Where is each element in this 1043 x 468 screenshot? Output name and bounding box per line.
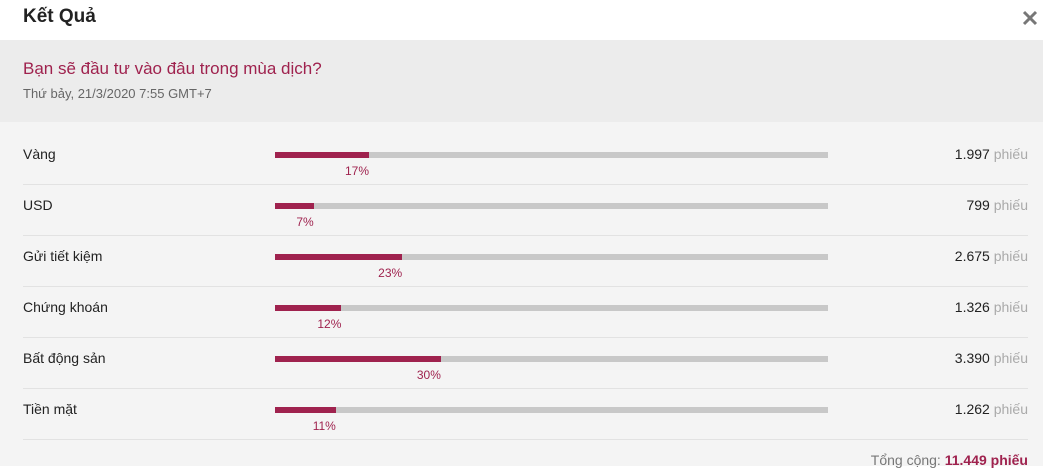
percent-label: 12% <box>317 317 342 331</box>
percent-label: 11% <box>312 419 336 433</box>
vote-count: 799 phiếu <box>966 197 1028 213</box>
row-separator <box>23 235 1028 236</box>
question-title: Bạn sẽ đầu tư vào đâu trong mùa dịch? <box>23 59 322 78</box>
vote-count: 1.997 phiếu <box>955 146 1028 162</box>
votes-unit: phiếu <box>993 401 1028 417</box>
row-separator <box>23 184 1028 185</box>
percent-label: 17% <box>344 164 370 178</box>
votes-unit: phiếu <box>993 146 1028 162</box>
option-label: Chứng khoán <box>23 299 108 315</box>
row-separator <box>23 286 1028 287</box>
bar-track <box>275 356 828 362</box>
votes-unit: phiếu <box>993 299 1028 315</box>
bar-track <box>275 254 828 260</box>
votes-value: 1.262 <box>954 401 990 417</box>
percent-label: 23% <box>378 266 403 280</box>
row-separator <box>23 337 1028 338</box>
close-button[interactable] <box>1022 10 1038 26</box>
votes-value: 3.390 <box>954 350 990 366</box>
bar-fill <box>275 407 336 413</box>
total-value: 11.449 phiếu <box>944 452 1028 468</box>
votes-unit: phiếu <box>993 197 1028 213</box>
bar-track <box>275 203 828 209</box>
votes-value: 1.326 <box>954 299 990 315</box>
total: Tổng cộng: 11.449 phiếu <box>871 452 1028 468</box>
vote-count: 1.326 phiếu <box>955 299 1028 315</box>
vote-count: 1.262 phiếu <box>955 401 1028 417</box>
bar-fill <box>275 254 403 260</box>
percent-label: 7% <box>296 215 314 229</box>
vote-count: 3.390 phiếu <box>955 350 1028 366</box>
votes-value: 2.675 <box>954 248 990 264</box>
votes-unit: phiếu <box>993 248 1028 264</box>
total-label: Tổng cộng: <box>870 452 941 468</box>
option-label: Bất động sản <box>23 350 106 366</box>
votes-unit: phiếu <box>993 350 1028 366</box>
dialog-title: Kết Quả <box>23 6 96 27</box>
question-date: Thứ bảy, 21/3/2020 7:55 GMT+7 <box>23 86 212 101</box>
bar-fill <box>275 152 369 158</box>
votes-value: 799 <box>966 197 990 213</box>
question-panel <box>0 40 1043 122</box>
votes-value: 1.997 <box>954 146 990 162</box>
row-separator <box>23 439 1028 440</box>
option-label: Gửi tiết kiệm <box>23 248 103 264</box>
option-label: Tiền mặt <box>23 401 77 417</box>
bar-track <box>275 407 828 413</box>
option-label: Vàng <box>23 146 56 162</box>
option-label: USD <box>23 197 53 213</box>
bar-fill <box>275 305 342 311</box>
row-separator <box>23 388 1028 389</box>
bar-fill <box>275 203 314 209</box>
vote-count: 2.675 phiếu <box>955 248 1028 264</box>
header <box>0 0 1043 40</box>
percent-label: 30% <box>416 368 441 382</box>
bar-track <box>275 305 828 311</box>
bar-fill <box>275 356 441 362</box>
bar-track <box>275 152 828 158</box>
close-icon <box>1022 10 1038 26</box>
results-panel <box>0 122 1043 466</box>
